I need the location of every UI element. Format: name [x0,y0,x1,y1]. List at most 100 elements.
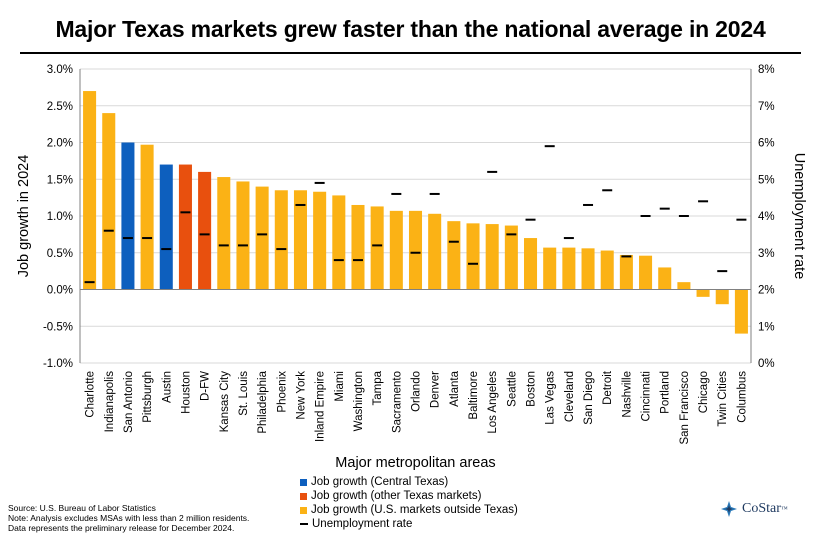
bar-miami [332,195,346,290]
y2-axis-title: Unemployment rate [791,153,807,280]
bar-chicago [696,289,710,297]
x-tick-label: Cleveland [564,371,576,422]
x-tick-label: Nashville [621,371,633,418]
bar-los-angeles [485,224,499,290]
legend-item-central-texas: Job growth (Central Texas) [300,475,518,489]
bar-cleveland [562,247,576,290]
bar-charlotte [83,91,97,290]
bar-tampa [370,206,384,290]
legend-item-unemployment: Unemployment rate [300,517,518,531]
bar-baltimore [466,223,480,290]
footer-data-note: Data represents the preliminary release … [8,523,235,533]
costar-logo-text: CoStar [742,501,781,516]
x-tick-label: Sacramento [391,371,403,433]
bar-san-antonio [121,142,135,290]
bar-cincinnati [639,255,653,290]
x-tick-label: Cincinnati [641,371,653,422]
y-tick-label: -1.0% [43,358,73,370]
y2-tick-label: 1% [758,321,775,333]
y2-tick-label: 7% [758,101,775,113]
x-tick-label: Pittsburgh [142,371,154,423]
y-tick-label: 1.0% [47,211,73,223]
bar-d-fw [198,171,212,290]
footer-source: Source: U.S. Bureau of Labor Statistics [8,503,156,513]
y2-tick-label: 3% [758,248,775,260]
x-tick-label: Philadelphia [257,370,269,433]
bar-columbus [734,289,748,334]
bar-seattle [504,225,518,290]
legend-swatch-other-texas [300,492,307,500]
bar-denver [428,213,442,290]
bar-portland [658,267,672,290]
legend-label-other-texas: Job growth (other Texas markets) [311,490,482,502]
bar-indianapolis [102,113,116,290]
bar-nashville [619,254,633,290]
y-tick-label: 3.0% [47,64,73,76]
bar-washington [351,204,365,290]
x-tick-label: Denver [430,371,442,408]
x-tick-label: Washington [353,371,365,431]
x-tick-label: Los Angeles [487,371,499,434]
bar-detroit [600,250,614,290]
legend-label-unemployment: Unemployment rate [312,518,413,530]
footer-note: Note: Analysis excludes MSAs with less t… [8,513,250,523]
legend-label-us-outside-texas: Job growth (U.S. markets outside Texas) [311,504,518,516]
x-tick-label: Inland Empire [315,371,327,442]
axes [79,69,752,363]
x-tick-label: Twin Cities [717,371,729,427]
x-tick-label: San Diego [583,371,595,425]
legend-item-other-texas: Job growth (other Texas markets) [300,489,518,503]
y-tick-label: 2.0% [47,138,73,150]
bar-austin [159,164,173,290]
x-tick-label: Atlanta [449,370,461,406]
x-tick-label: Seattle [506,371,518,407]
y-tick-label: 1.5% [47,174,73,186]
legend-item-us-outside-texas: Job growth (U.S. markets outside Texas) [300,503,518,517]
y-axis-title: Job growth in 2024 [16,155,32,278]
x-tick-label: Phoenix [276,371,288,413]
x-tick-label: San Antonio [123,371,135,433]
bar-las-vegas [543,247,557,290]
bar-san-francisco [677,282,691,290]
y2-tick-label: 5% [758,174,775,186]
legend-swatch-central-texas [300,478,307,486]
costar-logo-icon [721,501,737,517]
bar-twin-cities [715,289,729,305]
x-tick-label: Charlotte [85,371,97,418]
bar-philadelphia [255,186,269,290]
chart-title: Major Texas markets grew faster than the… [55,16,766,42]
bars [83,91,748,334]
x-tick-label: St. Louis [238,371,250,416]
unemployment-markers [84,145,747,284]
y2-tick-label: 0% [758,358,775,370]
x-tick-label: Indianapolis [104,371,116,433]
x-tick-label: D-FW [200,371,212,401]
legend-swatch-unemployment [300,523,308,525]
title-rule [20,52,801,54]
y2-tick-label: 6% [758,138,775,150]
y2-tick-label: 4% [758,211,775,223]
bar-orlando [408,210,423,290]
legend: Job growth (Central Texas) Job growth (o… [300,475,518,531]
bar-st-louis [236,181,250,290]
legend-swatch-us-outside-texas [300,506,307,514]
y-tick-label: -0.5% [43,321,73,333]
bar-inland-empire [313,191,327,290]
x-tick-label: Chicago [698,371,710,413]
x-tick-label: Columbus [736,371,748,423]
x-tick-label: Kansas City [219,371,231,433]
costar-logo-trademark: ™ [780,505,788,513]
bar-atlanta [447,221,461,290]
x-tick-label: Las Vegas [545,371,557,425]
y-tick-label: 0.5% [47,248,73,260]
x-tick-label: Portland [660,371,672,414]
x-tick-label: New York [295,371,307,420]
bar-pittsburgh [140,144,154,290]
x-tick-label: Austin [161,371,173,403]
x-tick-label: Baltimore [468,371,480,420]
bar-sacramento [389,210,403,290]
x-tick-label: Tampa [372,370,384,405]
footer-notes: Source: U.S. Bureau of Labor Statistics … [8,503,249,533]
bar-boston [524,238,538,290]
bar-new-york [293,190,307,290]
